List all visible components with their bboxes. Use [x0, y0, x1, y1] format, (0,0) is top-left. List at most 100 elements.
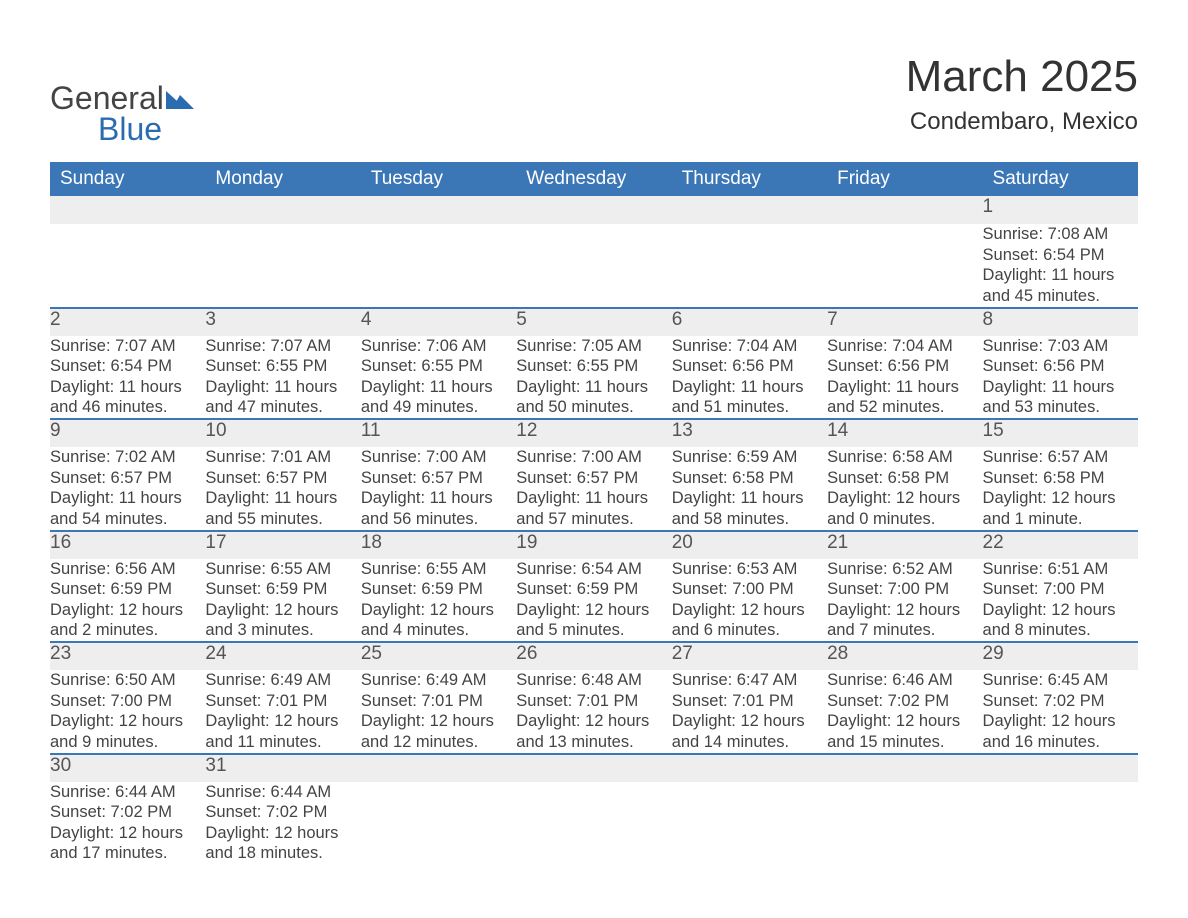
weekday-header-cell: Tuesday	[361, 162, 516, 196]
day-sr: Sunrise: 7:05 AM	[516, 336, 671, 357]
day-number-cell: 18	[361, 531, 516, 559]
daynum-row: 2345678	[50, 308, 1138, 336]
logo-triangle-icon	[166, 80, 194, 102]
day-info-cell: Sunrise: 6:55 AMSunset: 6:59 PMDaylight:…	[361, 559, 516, 643]
day-info-cell: Sunrise: 6:59 AMSunset: 6:58 PMDaylight:…	[672, 447, 827, 531]
day-sr: Sunrise: 7:06 AM	[361, 336, 516, 357]
day-number-cell	[361, 754, 516, 782]
day-d1: Daylight: 11 hours	[205, 377, 360, 398]
header-bar: General Blue March 2025 Condembaro, Mexi…	[50, 52, 1138, 148]
day-info-cell	[672, 782, 827, 865]
day-ss: Sunset: 6:59 PM	[50, 579, 205, 600]
day-d1: Daylight: 11 hours	[983, 265, 1138, 286]
logo: General Blue	[50, 52, 194, 148]
day-ss: Sunset: 6:56 PM	[672, 356, 827, 377]
day-d2: and 52 minutes.	[827, 397, 982, 418]
day-info-cell: Sunrise: 6:45 AMSunset: 7:02 PMDaylight:…	[983, 670, 1138, 754]
day-info-cell: Sunrise: 6:44 AMSunset: 7:02 PMDaylight:…	[205, 782, 360, 865]
day-d1: Daylight: 12 hours	[50, 823, 205, 844]
day-d2: and 46 minutes.	[50, 397, 205, 418]
day-d1: Daylight: 12 hours	[672, 600, 827, 621]
day-sr: Sunrise: 7:00 AM	[361, 447, 516, 468]
day-number-cell: 6	[672, 308, 827, 336]
day-sr: Sunrise: 6:54 AM	[516, 559, 671, 580]
daynum-row: 9101112131415	[50, 419, 1138, 447]
day-info-cell: Sunrise: 6:49 AMSunset: 7:01 PMDaylight:…	[205, 670, 360, 754]
day-info-cell: Sunrise: 7:07 AMSunset: 6:55 PMDaylight:…	[205, 336, 360, 420]
dayinfo-row: Sunrise: 6:50 AMSunset: 7:00 PMDaylight:…	[50, 670, 1138, 754]
day-sr: Sunrise: 6:44 AM	[205, 782, 360, 803]
day-ss: Sunset: 6:59 PM	[205, 579, 360, 600]
header-right: March 2025 Condembaro, Mexico	[906, 52, 1138, 136]
day-sr: Sunrise: 7:03 AM	[983, 336, 1138, 357]
day-ss: Sunset: 6:59 PM	[361, 579, 516, 600]
day-number-cell: 23	[50, 642, 205, 670]
day-info-cell: Sunrise: 7:00 AMSunset: 6:57 PMDaylight:…	[361, 447, 516, 531]
day-sr: Sunrise: 6:53 AM	[672, 559, 827, 580]
day-ss: Sunset: 7:02 PM	[205, 802, 360, 823]
day-d2: and 1 minute.	[983, 509, 1138, 530]
day-d2: and 50 minutes.	[516, 397, 671, 418]
day-ss: Sunset: 6:57 PM	[516, 468, 671, 489]
day-d1: Daylight: 11 hours	[205, 488, 360, 509]
day-sr: Sunrise: 7:04 AM	[827, 336, 982, 357]
day-d2: and 6 minutes.	[672, 620, 827, 641]
day-ss: Sunset: 7:02 PM	[983, 691, 1138, 712]
dayinfo-row: Sunrise: 6:56 AMSunset: 6:59 PMDaylight:…	[50, 559, 1138, 643]
dayinfo-row: Sunrise: 7:07 AMSunset: 6:54 PMDaylight:…	[50, 336, 1138, 420]
day-sr: Sunrise: 6:48 AM	[516, 670, 671, 691]
day-number-cell: 2	[50, 308, 205, 336]
day-ss: Sunset: 6:54 PM	[50, 356, 205, 377]
day-info-cell: Sunrise: 6:58 AMSunset: 6:58 PMDaylight:…	[827, 447, 982, 531]
daynum-row: 23242526272829	[50, 642, 1138, 670]
day-info-cell	[50, 224, 205, 308]
day-info-cell	[672, 224, 827, 308]
day-info-cell	[361, 224, 516, 308]
day-info-cell: Sunrise: 6:48 AMSunset: 7:01 PMDaylight:…	[516, 670, 671, 754]
day-sr: Sunrise: 6:45 AM	[983, 670, 1138, 691]
day-sr: Sunrise: 6:55 AM	[205, 559, 360, 580]
day-number-cell	[205, 196, 360, 224]
day-d1: Daylight: 11 hours	[361, 488, 516, 509]
day-info-cell: Sunrise: 7:05 AMSunset: 6:55 PMDaylight:…	[516, 336, 671, 420]
day-info-cell	[516, 782, 671, 865]
day-sr: Sunrise: 7:04 AM	[672, 336, 827, 357]
day-sr: Sunrise: 7:02 AM	[50, 447, 205, 468]
day-number-cell: 21	[827, 531, 982, 559]
day-d2: and 11 minutes.	[205, 732, 360, 753]
weekday-header-row: SundayMondayTuesdayWednesdayThursdayFrid…	[50, 162, 1138, 196]
weekday-header-cell: Thursday	[672, 162, 827, 196]
day-d2: and 0 minutes.	[827, 509, 982, 530]
location-label: Condembaro, Mexico	[906, 108, 1138, 136]
day-d1: Daylight: 12 hours	[827, 488, 982, 509]
day-sr: Sunrise: 6:44 AM	[50, 782, 205, 803]
day-d1: Daylight: 11 hours	[672, 377, 827, 398]
calendar-table: SundayMondayTuesdayWednesdayThursdayFrid…	[50, 162, 1138, 864]
weekday-header-cell: Wednesday	[516, 162, 671, 196]
day-number-cell: 12	[516, 419, 671, 447]
day-number-cell: 10	[205, 419, 360, 447]
weekday-header-cell: Monday	[205, 162, 360, 196]
day-ss: Sunset: 7:02 PM	[827, 691, 982, 712]
day-ss: Sunset: 7:00 PM	[983, 579, 1138, 600]
day-info-cell	[983, 782, 1138, 865]
day-sr: Sunrise: 7:07 AM	[205, 336, 360, 357]
day-d2: and 16 minutes.	[983, 732, 1138, 753]
day-ss: Sunset: 6:59 PM	[516, 579, 671, 600]
day-ss: Sunset: 6:58 PM	[827, 468, 982, 489]
day-info-cell: Sunrise: 7:06 AMSunset: 6:55 PMDaylight:…	[361, 336, 516, 420]
day-d2: and 7 minutes.	[827, 620, 982, 641]
day-ss: Sunset: 7:01 PM	[516, 691, 671, 712]
day-d2: and 3 minutes.	[205, 620, 360, 641]
day-d2: and 53 minutes.	[983, 397, 1138, 418]
day-info-cell: Sunrise: 6:49 AMSunset: 7:01 PMDaylight:…	[361, 670, 516, 754]
day-info-cell: Sunrise: 7:00 AMSunset: 6:57 PMDaylight:…	[516, 447, 671, 531]
day-ss: Sunset: 6:58 PM	[672, 468, 827, 489]
day-number-cell: 28	[827, 642, 982, 670]
day-info-cell	[827, 224, 982, 308]
day-number-cell	[827, 754, 982, 782]
day-sr: Sunrise: 6:57 AM	[983, 447, 1138, 468]
day-number-cell	[983, 754, 1138, 782]
day-number-cell	[827, 196, 982, 224]
day-ss: Sunset: 6:56 PM	[827, 356, 982, 377]
